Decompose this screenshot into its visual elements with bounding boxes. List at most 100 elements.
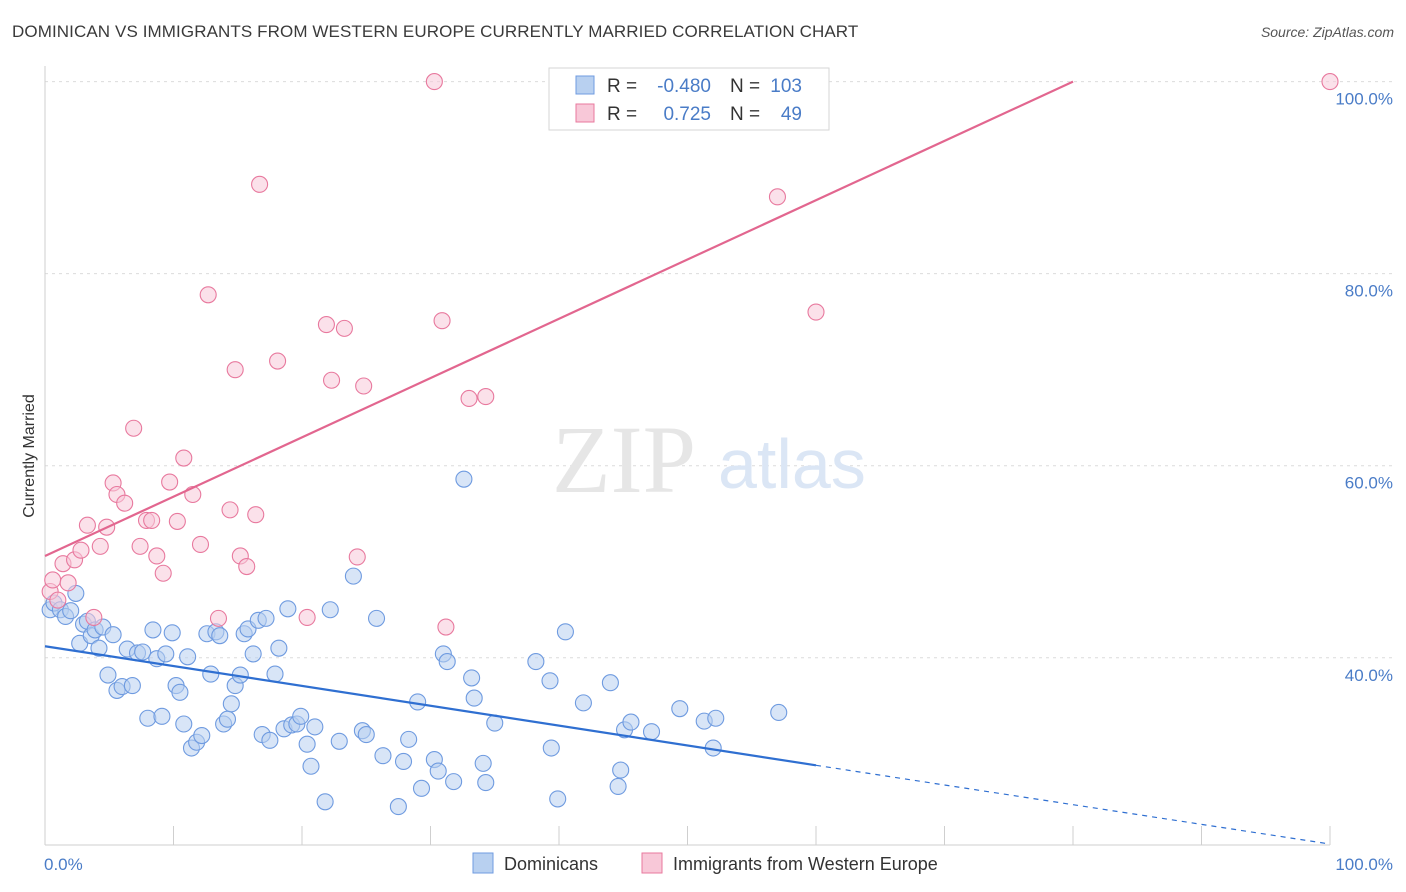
dominicans-point <box>202 665 220 683</box>
immigrants-point <box>191 535 210 553</box>
dominicans-point <box>556 623 574 641</box>
dominicans-point <box>175 715 193 733</box>
immigrants-point <box>78 516 96 534</box>
x-tick-label: 100.0% <box>1335 855 1393 874</box>
dominicans-point <box>153 707 171 725</box>
stats-swatch-immigrants <box>575 103 595 123</box>
dominicans-point <box>211 627 229 645</box>
immigrants-point <box>317 315 335 334</box>
dominicans-point <box>465 689 483 707</box>
dominicans-point <box>134 643 152 661</box>
dominicans-trend-line <box>44 645 817 767</box>
dominicans-point <box>330 732 348 750</box>
chart-source: Source: ZipAtlas.com <box>1260 24 1394 40</box>
stats-n-label-1: N = <box>730 76 760 97</box>
dominicans-point <box>622 713 640 731</box>
axes <box>44 66 1331 846</box>
immigrants-point <box>226 361 244 379</box>
immigrants-point <box>768 188 787 206</box>
dominicans-point <box>298 735 316 753</box>
watermark-zip: ZIP <box>552 406 696 513</box>
stats-r-label-2: R = <box>607 104 637 125</box>
y-axis-label: Currently Married <box>21 394 38 518</box>
dominicans-point <box>463 669 481 687</box>
dominicans-point <box>257 609 275 627</box>
dominicans-point <box>549 790 567 808</box>
immigrants-point <box>335 319 353 337</box>
dominicans-point <box>193 726 211 745</box>
dominicans-point <box>171 683 189 701</box>
dominicans-point <box>344 567 362 585</box>
dominicans-point <box>474 754 492 772</box>
dominicans-point <box>707 709 725 727</box>
immigrants-point <box>175 449 193 467</box>
dominicans-point <box>157 645 175 663</box>
legend-swatch-immigrants <box>641 852 663 874</box>
immigrants-point <box>221 501 239 519</box>
dominicans-point <box>671 700 689 718</box>
immigrants-point <box>807 303 825 321</box>
dominicans-point <box>527 653 545 671</box>
dominicans-point <box>455 470 473 488</box>
dominicans-point <box>321 601 339 619</box>
immigrants-point <box>125 419 143 437</box>
dominicans-trend-extension <box>815 764 1331 845</box>
immigrants-point <box>154 564 172 582</box>
dominicans-point <box>477 774 495 792</box>
dominicans-point <box>367 609 386 627</box>
dominicans-point <box>542 739 560 757</box>
dominicans-point <box>266 665 284 683</box>
dominicans-point <box>389 798 407 816</box>
immigrants-point <box>425 73 443 91</box>
dominicans-point <box>770 703 788 722</box>
dominicans-point <box>541 672 559 690</box>
stats-n-value-2: 49 <box>781 104 802 125</box>
stats-n-value-1: 103 <box>770 76 802 97</box>
dominicans-point <box>163 624 181 642</box>
dominicans-point <box>438 653 456 671</box>
dominicans-point <box>302 757 320 775</box>
immigrants-point <box>1321 73 1339 91</box>
tick-labels: 40.0% 60.0% 80.0% 100.0% 0.0% 100.0% <box>44 90 1393 874</box>
dominicans-point <box>642 723 661 741</box>
stats-swatch-dominicans <box>575 75 595 95</box>
dominicans-point <box>400 730 418 748</box>
immigrants-point <box>238 557 256 576</box>
immigrants-point <box>209 609 228 627</box>
legend-swatch-dominicans <box>472 852 494 874</box>
dominicans-point <box>179 648 197 666</box>
immigrants-point <box>460 389 478 408</box>
dominicans-point <box>612 761 630 779</box>
immigrants-point <box>348 548 366 566</box>
dominicans-point <box>99 666 117 684</box>
immigrants-point <box>298 608 316 626</box>
dominicans-point <box>62 602 80 620</box>
stats-r-value-1: -0.480 <box>657 76 711 97</box>
immigrants-point <box>269 352 287 370</box>
immigrants-point <box>161 473 179 491</box>
dominicans-point <box>104 626 122 644</box>
dominicans-point <box>394 752 413 771</box>
immigrants-point <box>143 511 161 529</box>
stats-r-value-2: 0.725 <box>663 104 711 125</box>
dominicans-point <box>123 677 141 695</box>
immigrants-point <box>247 506 265 524</box>
dominicans-point <box>609 777 627 795</box>
dominicans-point <box>429 762 447 780</box>
dominicans-point <box>574 694 592 712</box>
dominicans-point <box>374 747 392 765</box>
scatter-points <box>41 71 1339 816</box>
y-tick-label: 60.0% <box>1345 474 1393 493</box>
immigrants-point <box>433 312 451 330</box>
immigrants-point <box>323 371 341 389</box>
dominicans-point <box>357 726 375 744</box>
y-tick-label: 40.0% <box>1345 666 1393 685</box>
legend: Dominicans Immigrants from Western Europ… <box>472 852 938 874</box>
watermark-atlas: atlas <box>718 425 866 503</box>
dominicans-point <box>144 621 162 639</box>
watermark: ZIP atlas <box>552 406 866 513</box>
immigrants-point <box>148 547 166 565</box>
dominicans-point <box>601 674 619 692</box>
stats-r-label-1: R = <box>607 76 637 97</box>
